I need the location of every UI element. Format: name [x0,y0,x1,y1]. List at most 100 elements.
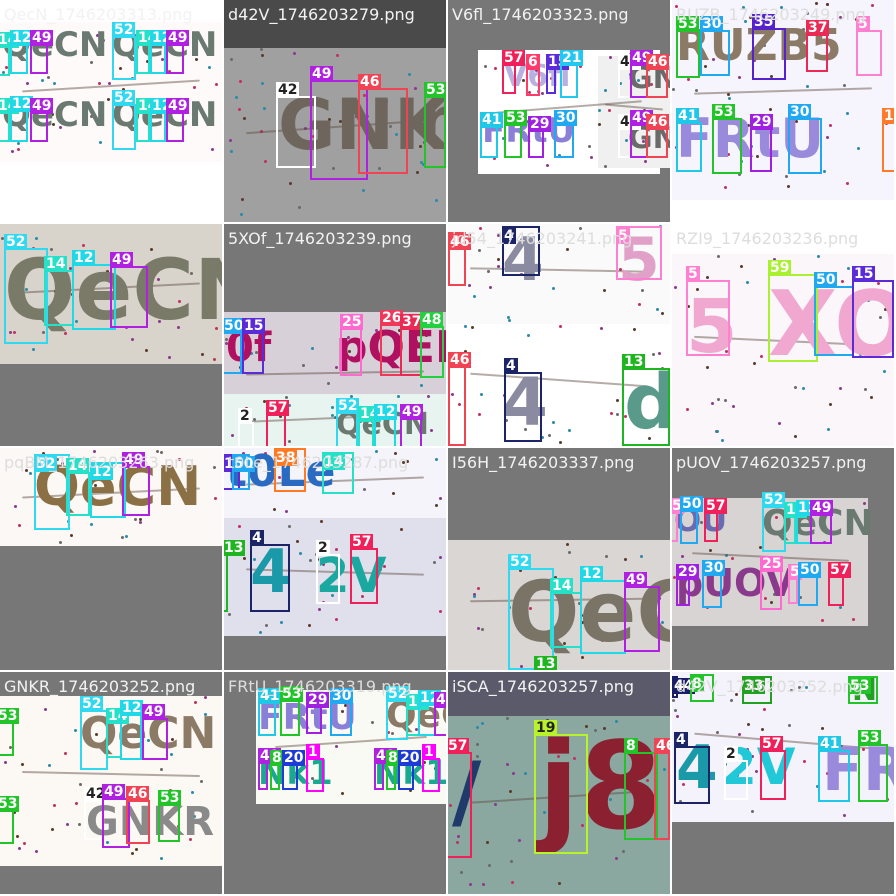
detection-box: 49 [624,572,660,652]
detection-label: 4 [250,530,264,546]
noise-dot [12,330,16,334]
noise-dot [580,620,584,624]
noise-dot [335,745,339,749]
noise-dot [335,365,339,369]
noise-dot [301,364,305,368]
noise-dot [738,173,742,177]
detection-label: 12 [10,30,34,46]
noise-dot [146,60,150,64]
noise-dot [393,452,397,456]
noise-dot [559,614,563,618]
noise-dot [752,362,756,366]
detection-label: 5 [616,228,630,244]
noise-dot [259,130,263,134]
noise-dot [751,810,755,814]
noise-dot [524,427,528,431]
detection-box: 52 [112,90,136,150]
noise-dot [740,265,744,269]
noise-dot [435,458,439,462]
detection-box: 2 [724,746,748,800]
noise-dot [434,198,438,202]
detection-label: 49 [30,30,54,46]
noise-dot [548,433,552,437]
noise-dot [580,823,584,827]
noise-dot [695,588,699,592]
detection-label: 50 [224,318,246,334]
noise-dot [203,696,207,700]
noise-dot [856,147,860,151]
noise-dot [843,84,847,88]
noise-dot [193,471,197,475]
noise-dot [242,116,246,120]
noise-dot [593,729,597,733]
noise-dot [493,156,497,160]
noise-dot [552,420,556,424]
noise-dot [567,551,571,555]
detection-box: 14 [784,502,808,544]
detection-label: 33 [742,678,766,694]
noise-dot [513,615,517,619]
noise-dot [328,118,332,122]
detection-label: 12 [580,566,604,582]
noise-dot [559,325,563,329]
detection-label: 53 [858,730,882,746]
noise-dot [614,720,618,724]
detection-label: 5 [856,16,870,32]
detection-box: 5 [672,498,684,542]
noise-dot [264,159,268,163]
noise-dot [479,226,483,230]
noise-dot [157,277,161,281]
detection-label: 57 [704,498,728,514]
noise-dot [25,468,29,472]
noise-dot [9,331,13,335]
noise-dot [149,248,153,252]
noise-dot [264,624,268,628]
noise-dot [589,156,593,160]
noise-dot [476,627,480,631]
detection-box: 50 [814,272,854,356]
noise-dot [871,3,875,7]
noise-dot [42,331,46,335]
detection-label: 38 [274,450,298,466]
detection-box: 38 [274,448,306,492]
detection-box: 53 [0,708,20,756]
detection-box: 15 [242,318,266,374]
noise-dot [485,840,489,844]
detection-box: 5 [856,16,882,76]
noise-dot [75,319,79,323]
noise-dot [788,724,792,728]
noise-dot [801,387,805,391]
noise-dot [238,524,242,528]
detection-label: 12 [90,464,114,480]
detection-box: 53 [280,686,304,736]
detection-box: 50 [224,318,246,374]
detection-box: 53 [858,730,888,802]
noise-dot [432,560,436,564]
detection-box: 19 [534,720,588,854]
detection-label: 50 [798,562,822,578]
detection-box: 8 [386,750,400,790]
detection-box: 57 [502,50,526,94]
detection-box: 30 [788,104,822,174]
noise-dot [235,95,239,99]
noise-dot [135,848,139,852]
detection-box: 12 [150,30,174,74]
noise-dot [522,589,526,593]
detection-label: 49 [810,500,834,516]
noise-dot [642,140,646,144]
noise-dot [648,436,652,440]
noise-dot [49,247,53,251]
noise-dot [190,272,194,276]
noise-dot [456,841,460,845]
detection-box: 4 [504,358,542,442]
noise-dot [862,748,866,752]
noise-dot [558,153,562,157]
detection-label: 53 [848,678,872,694]
noise-dot [841,279,845,283]
noise-dot [794,385,798,389]
detection-box: 53 [158,790,182,842]
noise-dot [609,56,613,60]
image-tile: t0Le42V15503814134257t0Le_1746203287.png [224,448,446,670]
noise-dot [645,778,649,782]
noise-dot [78,822,82,826]
